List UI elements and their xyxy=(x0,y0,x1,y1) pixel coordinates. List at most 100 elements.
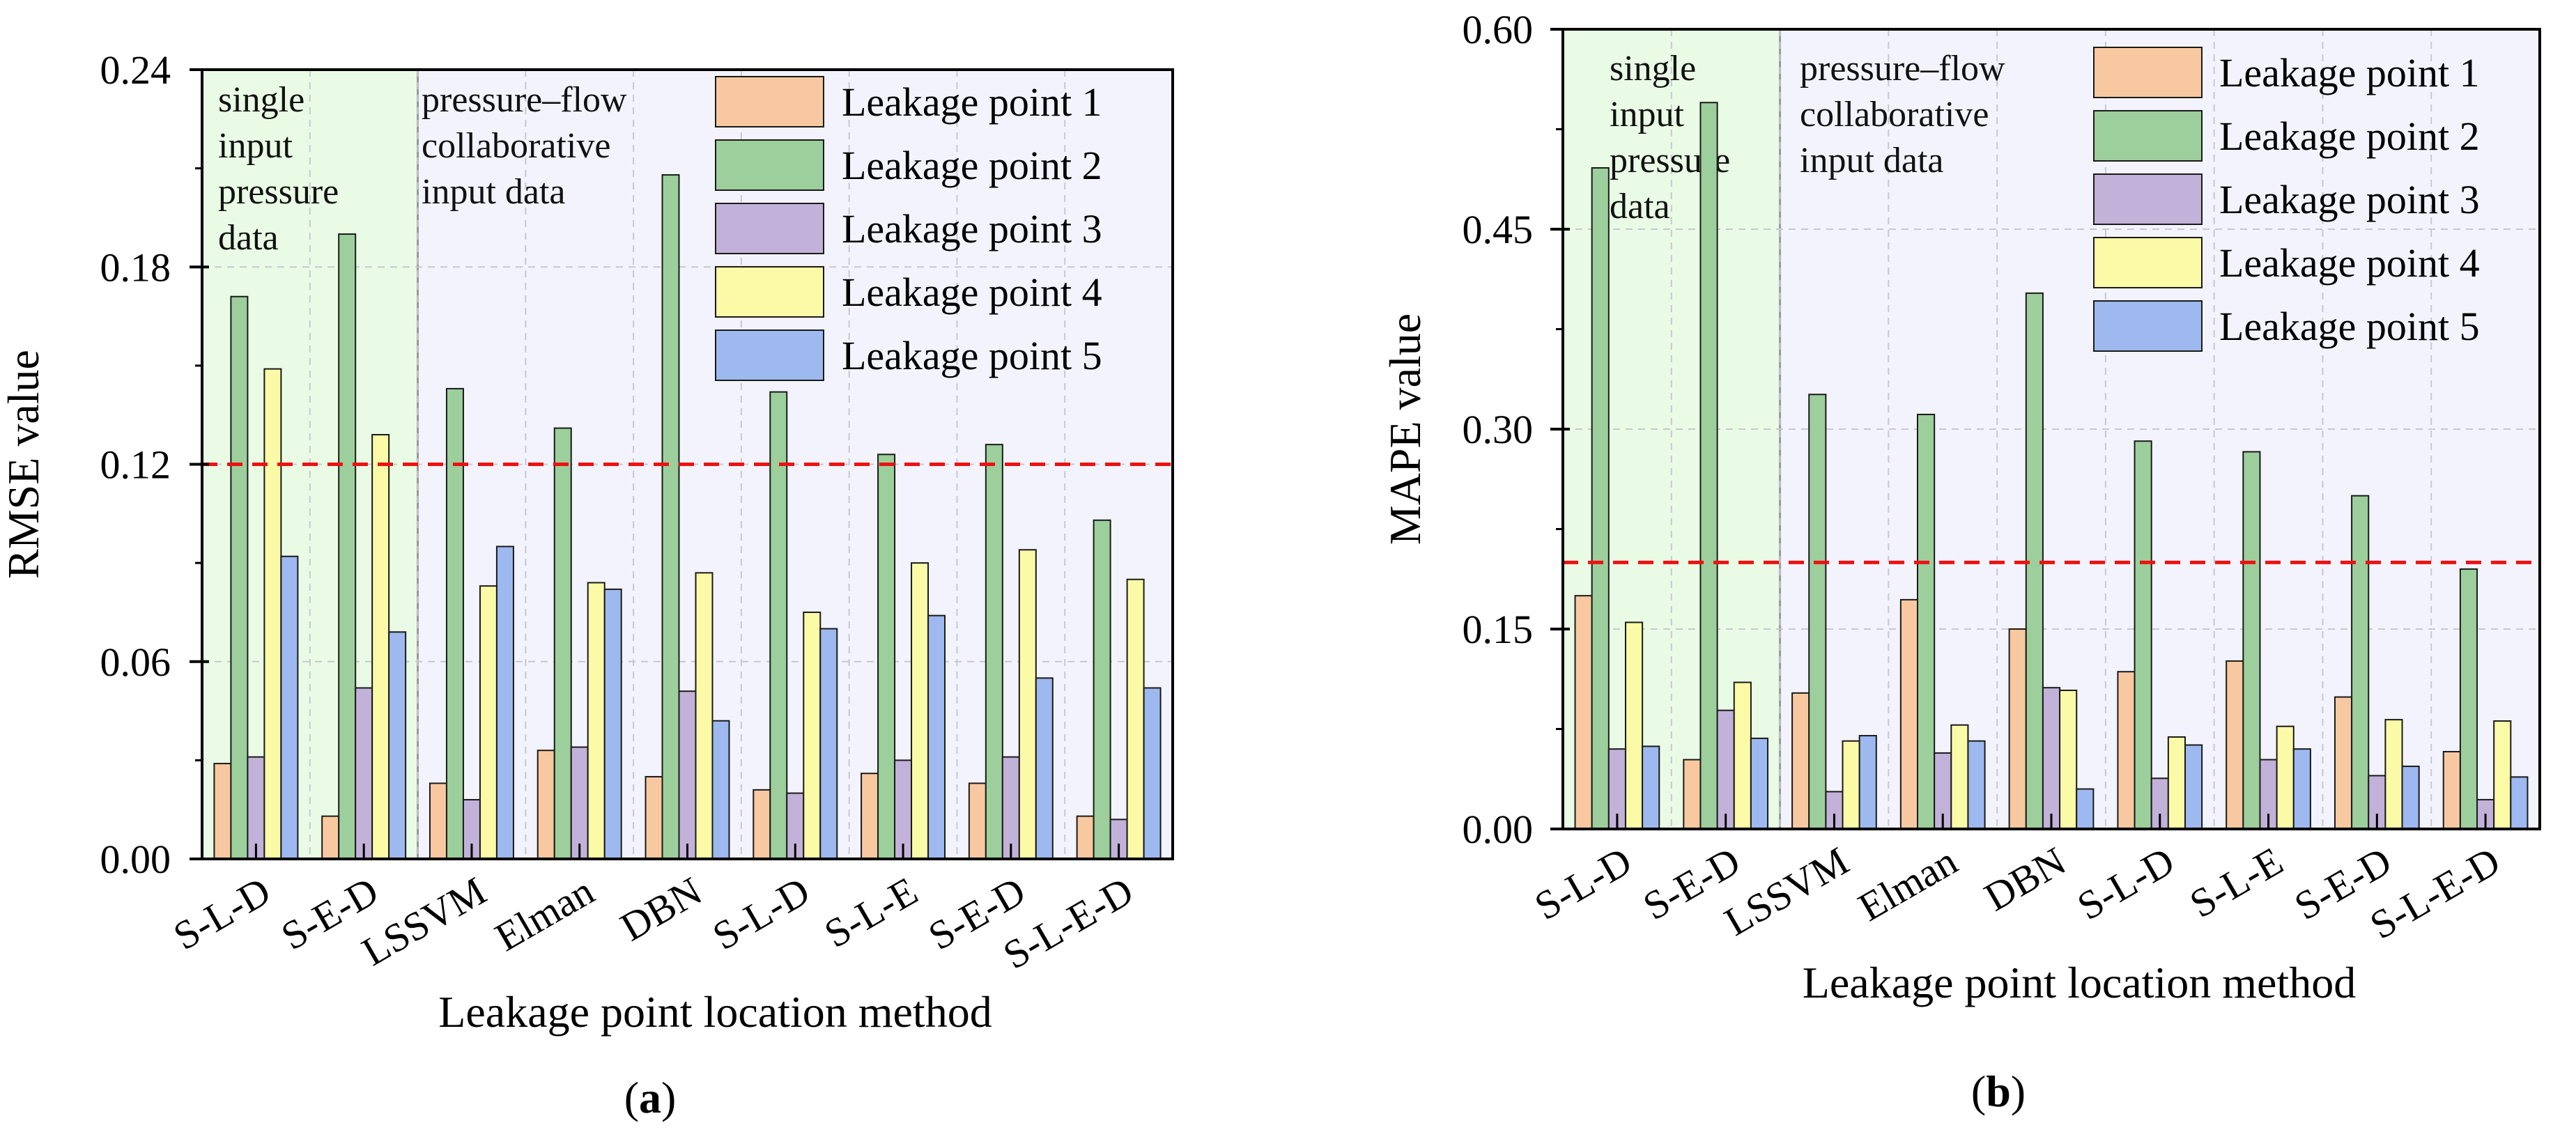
y-tick-label: 0.45 xyxy=(1463,207,1534,252)
y-axis-label: MAPE value xyxy=(1380,313,1430,545)
legend-label: Leakage point 1 xyxy=(2219,50,2480,95)
bar-elman-1 xyxy=(1899,598,1919,830)
bar-s-l-e-5 xyxy=(927,614,946,860)
bar-s-e-d-5 xyxy=(388,631,407,860)
bar-s-e-d-2 xyxy=(985,444,1003,860)
bar-s-l-e-d-5 xyxy=(2510,776,2529,830)
region-label-collaborative-input: pressure–flow xyxy=(422,80,627,120)
bar-s-l-d-1 xyxy=(213,763,232,860)
bar-s-e-d-4 xyxy=(2384,719,2403,830)
legend-swatch xyxy=(2093,110,2203,162)
bar-dbn-3 xyxy=(2042,687,2061,830)
x-tick-label: S-L-E xyxy=(2182,838,2290,926)
y-tick-label: 0.30 xyxy=(1463,407,1534,452)
legend-label: Leakage point 3 xyxy=(2219,177,2480,222)
bar-s-l-e-d-1 xyxy=(2442,751,2461,830)
legend-swatch xyxy=(2093,173,2203,225)
bar-s-l-e-5 xyxy=(2292,748,2311,830)
legend-swatch xyxy=(715,76,824,127)
legend-label: Leakage point 5 xyxy=(842,333,1102,378)
bar-s-l-e-4 xyxy=(2276,725,2295,830)
chart-b: singleinputpressuredatapressure–flowcoll… xyxy=(1380,7,2541,1116)
bar-s-e-d-1 xyxy=(1683,759,1702,830)
x-tick-label: LSSVM xyxy=(354,868,493,975)
bar-dbn-4 xyxy=(695,572,714,860)
legend-label: Leakage point 2 xyxy=(2219,114,2480,159)
bar-elman-2 xyxy=(553,427,572,860)
bar-s-e-d-5 xyxy=(1035,677,1054,860)
legend-label: Leakage point 3 xyxy=(842,206,1102,251)
bar-s-l-d-4 xyxy=(1624,621,1644,830)
x-axis-label: Leakage point location method xyxy=(438,987,992,1037)
bar-s-l-e-d-2 xyxy=(1093,519,1111,860)
bar-s-e-d-3 xyxy=(355,687,373,860)
x-tick-label: Elman xyxy=(488,868,602,960)
x-tick-label: S-L-E xyxy=(817,868,925,956)
bar-dbn-1 xyxy=(2008,628,2027,830)
x-tick-label: LSSVM xyxy=(1717,838,1856,945)
bar-s-l-e-1 xyxy=(2226,660,2244,830)
bar-lssvm-1 xyxy=(429,782,447,860)
bar-s-l-d-1 xyxy=(2117,671,2136,830)
legend-swatch xyxy=(2093,47,2203,98)
bar-s-l-d-5 xyxy=(1642,745,1660,830)
region-label-single-input: data xyxy=(218,218,279,258)
bar-s-e-d-4 xyxy=(1018,549,1037,860)
x-tick-label: S-L-D xyxy=(705,868,817,959)
bar-lssvm-5 xyxy=(1858,735,1877,830)
bar-s-l-d-2 xyxy=(1591,166,1610,830)
y-tick-label: 0.18 xyxy=(100,245,171,290)
legend-swatch xyxy=(715,203,824,254)
bar-dbn-4 xyxy=(2059,690,2078,830)
region-label-single-input: input xyxy=(218,126,293,166)
bar-s-e-d-5 xyxy=(2401,766,2420,830)
bar-elman-5 xyxy=(603,588,622,860)
legend-swatch xyxy=(715,139,824,191)
region-label-single-input: single xyxy=(218,80,304,120)
region-label-collaborative-input: collaborative xyxy=(1800,95,1989,134)
legend: Leakage point 1 Leakage point 2 Leakage po… xyxy=(715,76,1102,381)
bar-s-e-d-1 xyxy=(2334,696,2353,830)
bar-lssvm-4 xyxy=(479,585,498,860)
y-tick-label: 0.15 xyxy=(1463,607,1534,652)
region-label-single-input: input xyxy=(1610,95,1684,134)
chart-a: single input pressure data pressure–flow coll… xyxy=(0,47,1174,1122)
bar-s-e-d-3 xyxy=(1716,709,1735,830)
bar-s-l-d-2 xyxy=(2134,440,2152,830)
y-tick-label: 0.00 xyxy=(100,837,171,882)
bar-dbn-5 xyxy=(711,720,730,860)
y-tick-label: 0.00 xyxy=(1463,807,1534,852)
legend-swatch xyxy=(715,266,824,318)
bar-s-e-d-1 xyxy=(321,815,340,860)
x-tick-label: S-L-D xyxy=(166,868,278,959)
bar-elman-3 xyxy=(570,746,589,860)
bar-s-e-d-1 xyxy=(968,782,987,860)
region-label-collaborative-input: pressure–flow xyxy=(1800,49,2005,88)
x-tick-label: DBN xyxy=(612,868,709,950)
x-tick-label: S-L-D xyxy=(2069,838,2182,929)
bar-s-l-d-4 xyxy=(263,368,282,860)
y-tick-label: 0.06 xyxy=(100,639,171,685)
bar-s-l-e-2 xyxy=(2242,451,2261,830)
legend-label: Leakage point 5 xyxy=(2219,304,2480,349)
region-label-collaborative-input: collaborative xyxy=(422,126,610,166)
bar-s-l-d-5 xyxy=(819,628,838,860)
bar-lssvm-2 xyxy=(445,387,464,860)
legend-label: Leakage point 1 xyxy=(842,79,1102,125)
bar-elman-5 xyxy=(1967,740,1986,830)
x-tick-label: Elman xyxy=(1851,838,1965,930)
x-tick-label: S-L-D xyxy=(1527,838,1640,929)
bar-s-e-d-2 xyxy=(338,233,357,860)
bar-s-l-d-2 xyxy=(230,295,249,860)
bar-lssvm-2 xyxy=(1808,394,1827,830)
bar-dbn-5 xyxy=(2076,788,2095,830)
bar-s-l-d-1 xyxy=(1574,595,1593,830)
bar-s-l-e-d-2 xyxy=(2459,568,2478,830)
bar-elman-2 xyxy=(1917,413,1936,830)
region-label-collaborative-input: input data xyxy=(422,172,566,212)
bar-s-l-e-4 xyxy=(911,562,930,860)
region-label-single-input: single xyxy=(1610,49,1696,88)
bar-s-e-d-2 xyxy=(2351,495,2370,830)
bar-s-e-d-5 xyxy=(1750,737,1769,830)
bar-s-e-d-2 xyxy=(1699,102,1718,830)
